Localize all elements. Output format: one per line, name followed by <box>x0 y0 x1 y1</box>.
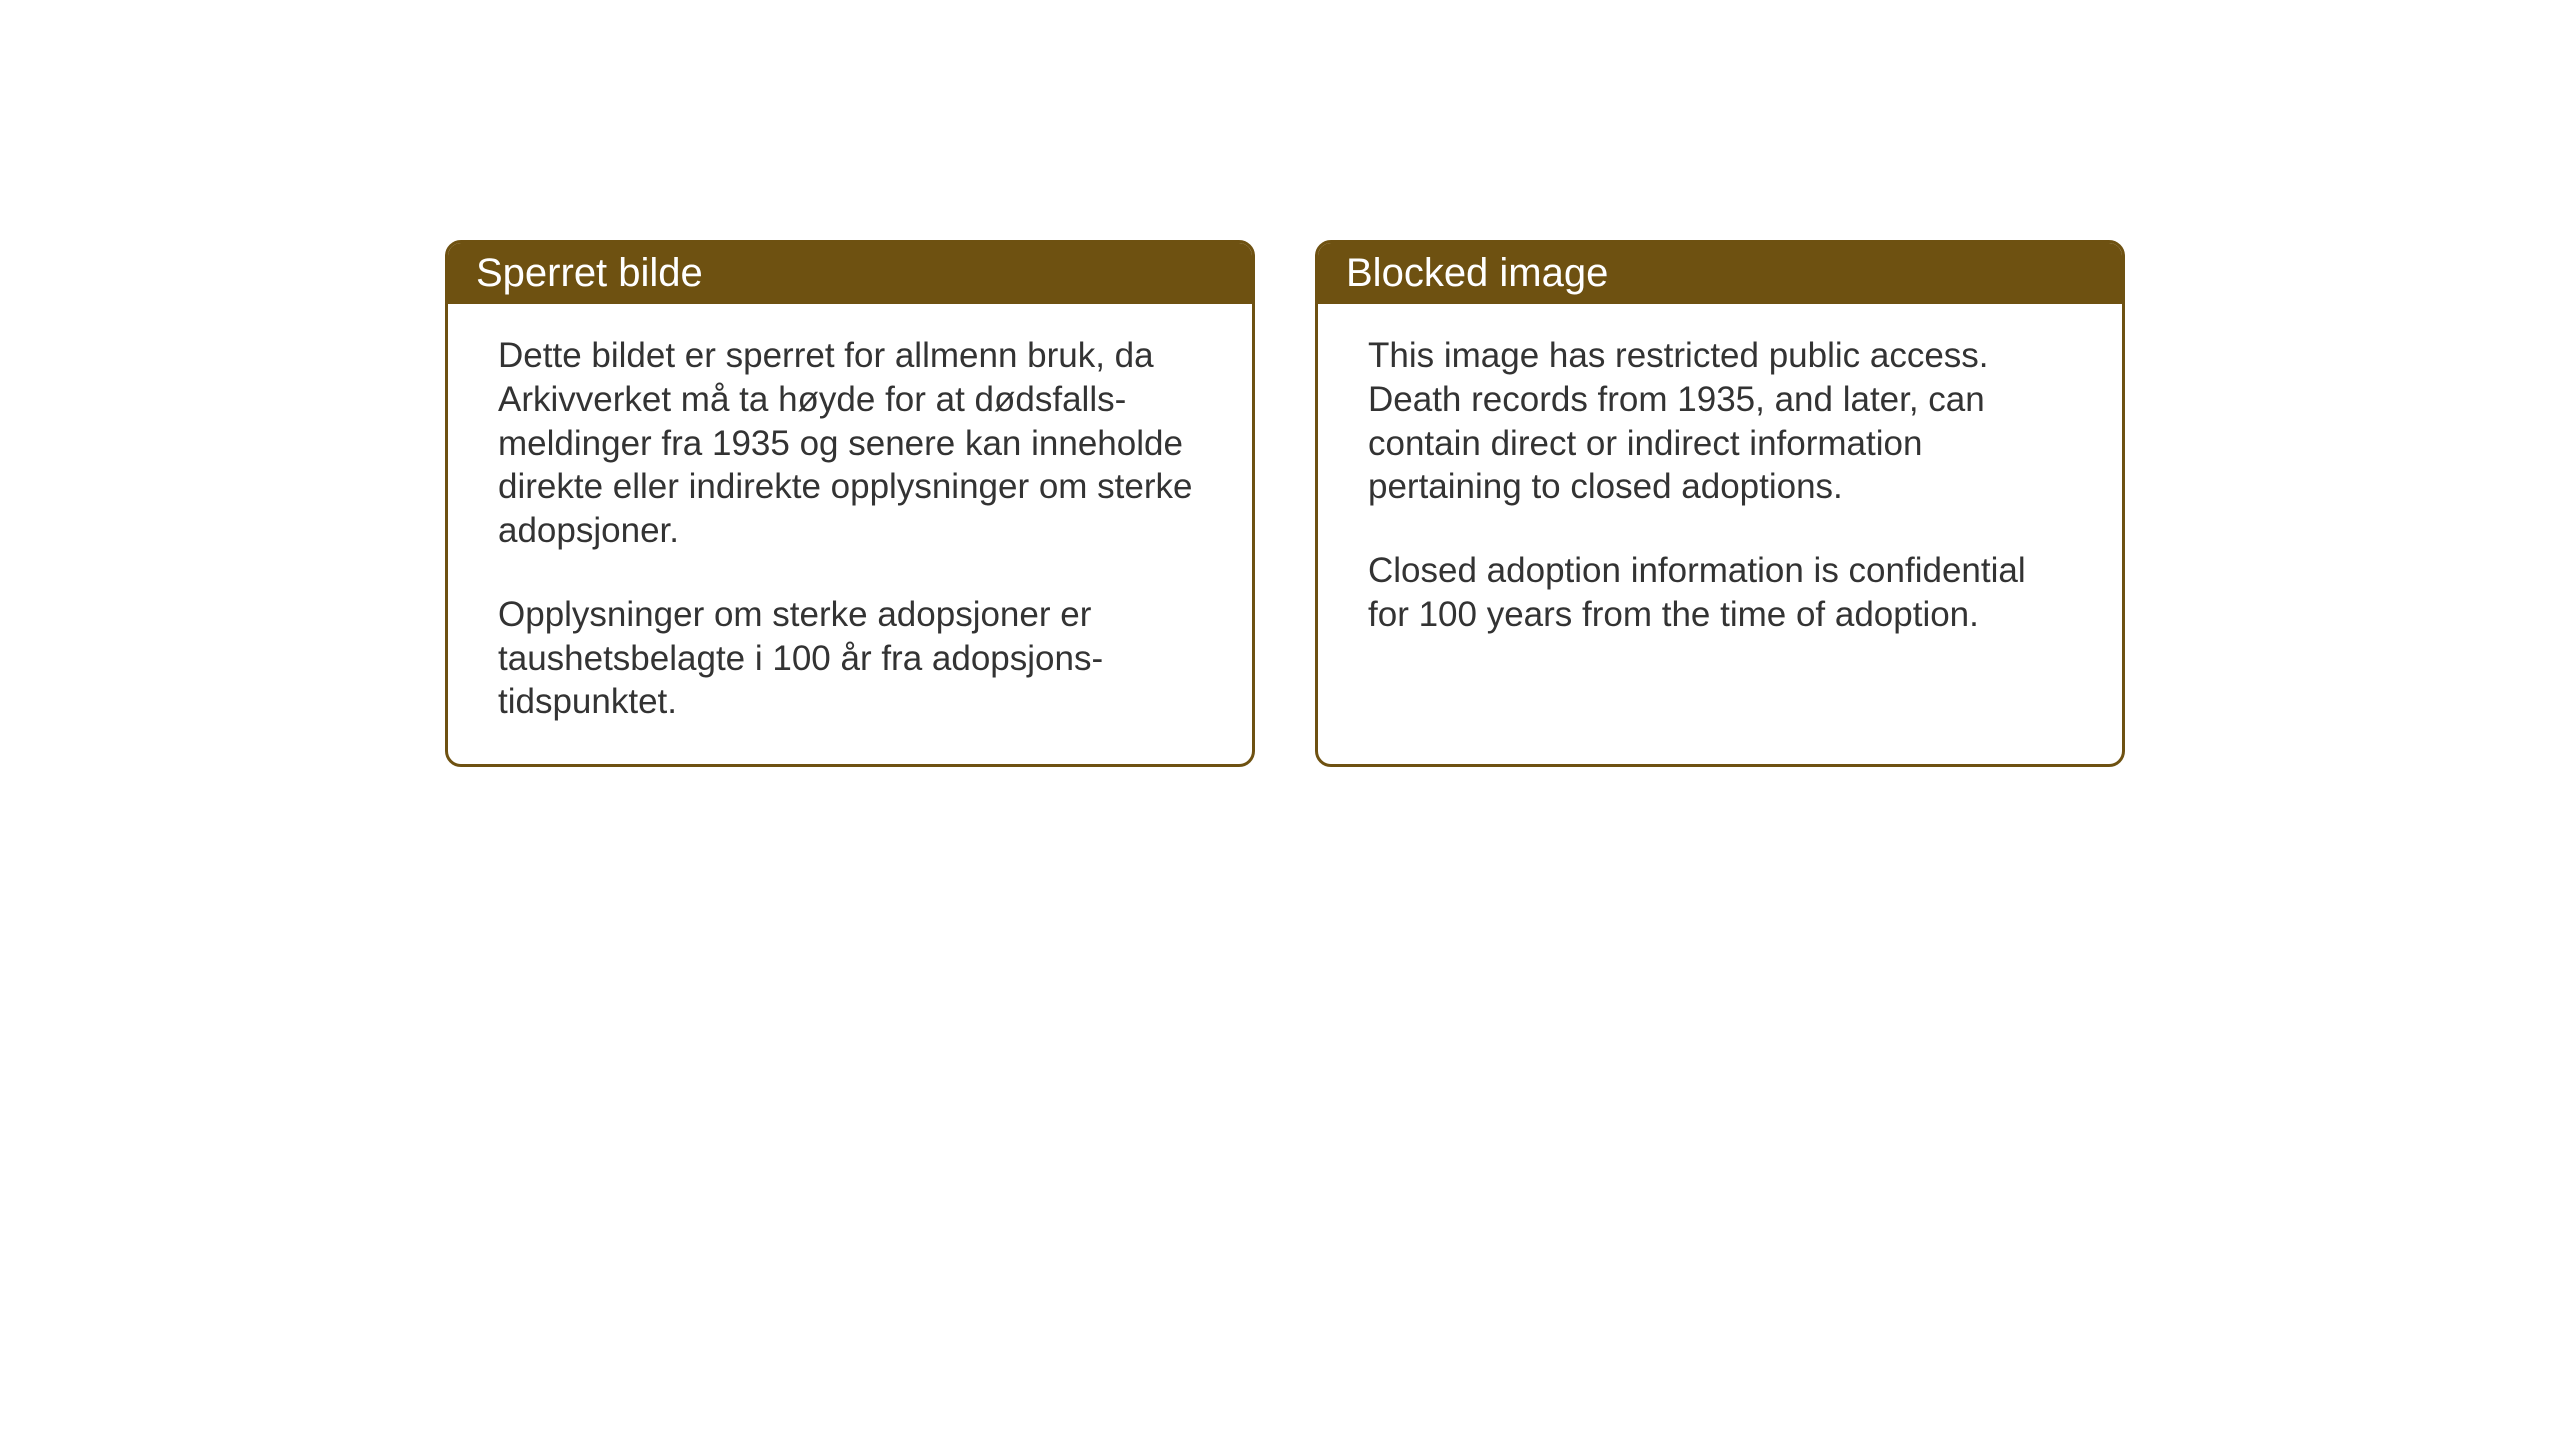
english-card-body: This image has restricted public access.… <box>1318 304 2122 734</box>
english-paragraph-2: Closed adoption information is confident… <box>1368 549 2072 637</box>
english-paragraph-1: This image has restricted public access.… <box>1368 334 2072 509</box>
norwegian-paragraph-1: Dette bildet er sperret for allmenn bruk… <box>498 334 1202 553</box>
norwegian-card-body: Dette bildet er sperret for allmenn bruk… <box>448 304 1252 764</box>
english-notice-card: Blocked image This image has restricted … <box>1315 240 2125 767</box>
norwegian-notice-card: Sperret bilde Dette bildet er sperret fo… <box>445 240 1255 767</box>
english-card-title: Blocked image <box>1318 243 2122 304</box>
norwegian-paragraph-2: Opplysninger om sterke adopsjoner er tau… <box>498 593 1202 724</box>
norwegian-card-title: Sperret bilde <box>448 243 1252 304</box>
notice-container: Sperret bilde Dette bildet er sperret fo… <box>445 240 2125 767</box>
